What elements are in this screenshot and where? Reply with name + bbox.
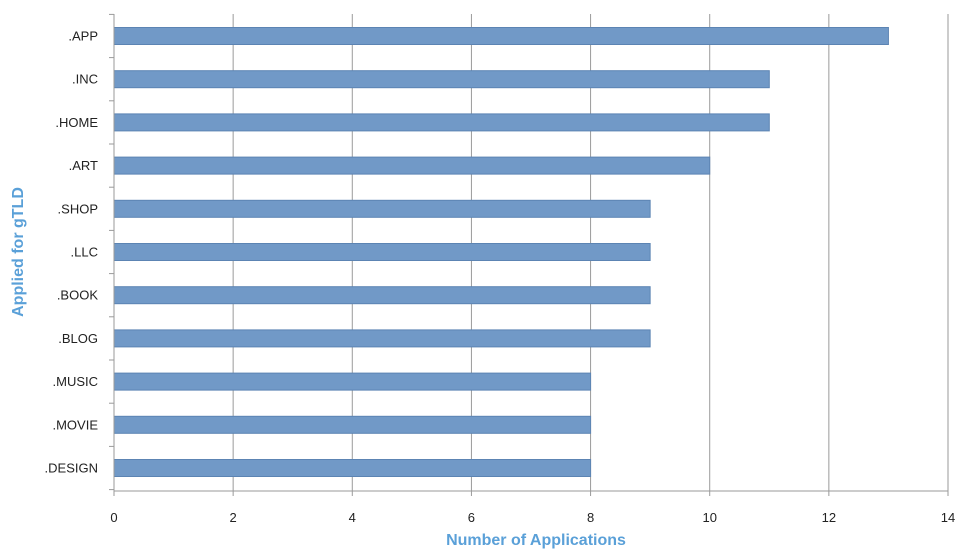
x-tick-label: 4	[349, 510, 356, 525]
category-label: .MUSIC	[53, 374, 99, 389]
category-label: .SHOP	[58, 201, 98, 216]
x-tick-label: 6	[468, 510, 475, 525]
bar-shop	[113, 199, 651, 218]
x-axis-title: Number of Applications	[446, 532, 626, 549]
bar-movie	[113, 415, 592, 434]
y-axis-title: Applied for gTLD	[10, 187, 27, 317]
category-label: .HOME	[55, 115, 98, 130]
category-label: .BOOK	[57, 288, 99, 303]
bars	[113, 27, 889, 477]
category-label: .APP	[68, 29, 98, 44]
x-tick-label: 12	[822, 510, 836, 525]
x-tick-label: 14	[941, 510, 955, 525]
category-label: .INC	[72, 72, 98, 87]
labels: .APP .INC .HOME .ART .SHOP .LLC .BOOK .BLOG .MUS…	[45, 29, 956, 526]
bar-inc	[113, 70, 770, 89]
category-label: .MOVIE	[52, 417, 98, 432]
x-tick-label: 10	[702, 510, 716, 525]
x-tick-label: 8	[587, 510, 594, 525]
category-label: .ART	[69, 158, 98, 173]
category-label: .BLOG	[58, 331, 98, 346]
x-tick-label: 0	[110, 510, 117, 525]
category-label: .DESIGN	[45, 461, 98, 476]
bar-blog	[113, 329, 651, 348]
bar-llc	[113, 243, 651, 261]
bar-art	[113, 156, 711, 175]
bar-book	[113, 286, 651, 305]
bar-design	[113, 459, 592, 477]
bar-home	[113, 113, 770, 132]
category-label: .LLC	[71, 245, 98, 260]
bar-app	[113, 27, 889, 45]
bar-music	[113, 372, 592, 391]
axes	[109, 13, 949, 496]
x-tick-label: 2	[230, 510, 237, 525]
